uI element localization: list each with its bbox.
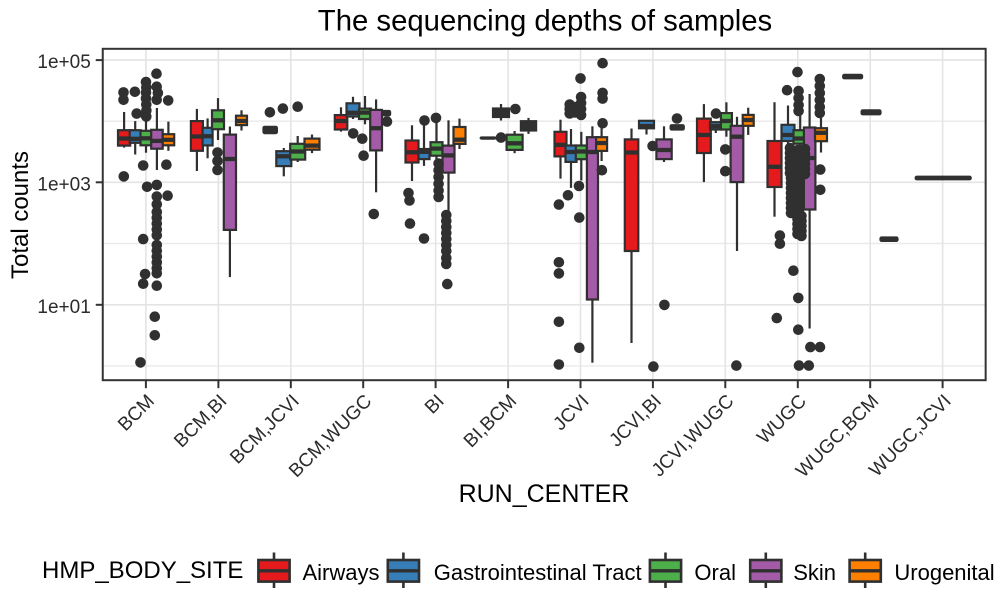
svg-text:Gastrointestinal Tract: Gastrointestinal Tract xyxy=(434,560,642,585)
svg-text:Airways: Airways xyxy=(303,560,380,585)
svg-text:Skin: Skin xyxy=(793,560,836,585)
svg-text:Oral: Oral xyxy=(694,560,736,585)
svg-text:1e+01: 1e+01 xyxy=(37,297,90,318)
svg-text:Total counts: Total counts xyxy=(7,151,34,279)
svg-text:HMP_BODY_SITE: HMP_BODY_SITE xyxy=(42,557,243,584)
svg-text:The sequencing depths of sampl: The sequencing depths of samples xyxy=(318,5,772,38)
svg-text:Urogenital: Urogenital xyxy=(894,560,994,585)
svg-text:1e+03: 1e+03 xyxy=(37,174,90,195)
svg-text:RUN_CENTER: RUN_CENTER xyxy=(459,480,630,508)
svg-text:1e+05: 1e+05 xyxy=(37,52,90,73)
